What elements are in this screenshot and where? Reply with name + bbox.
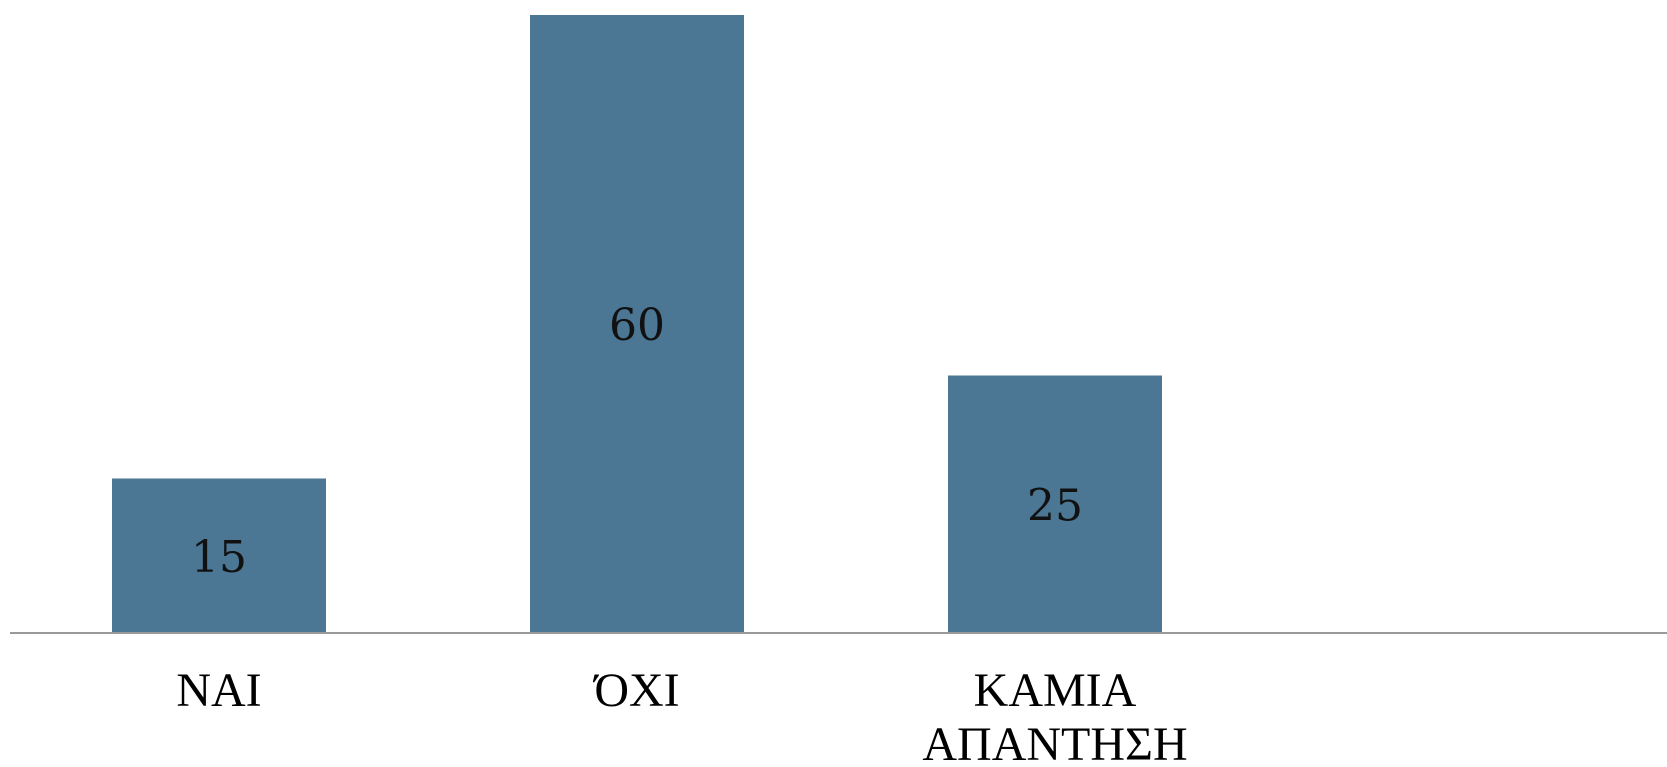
- category-label-0: ΝΑΙ: [176, 664, 261, 717]
- bar-0: [112, 478, 326, 633]
- category-label-2: ΚΑΜΙΑ ΑΠΑΝΤΗΣΗ: [922, 664, 1187, 767]
- category-label-line: ΚΑΜΙΑ: [974, 664, 1137, 717]
- bar-1: [530, 15, 744, 633]
- category-label-1: ΌΧΙ: [592, 664, 679, 717]
- bar-2: [948, 375, 1162, 633]
- category-label-line: ΝΑΙ: [176, 664, 261, 717]
- data-label-2: 25: [1027, 480, 1083, 531]
- category-label-line: ΌΧΙ: [592, 664, 679, 717]
- data-label-0: 15: [191, 532, 247, 583]
- category-label-line: ΑΠΑΝΤΗΣΗ: [922, 718, 1187, 767]
- data-label-1: 60: [609, 300, 665, 351]
